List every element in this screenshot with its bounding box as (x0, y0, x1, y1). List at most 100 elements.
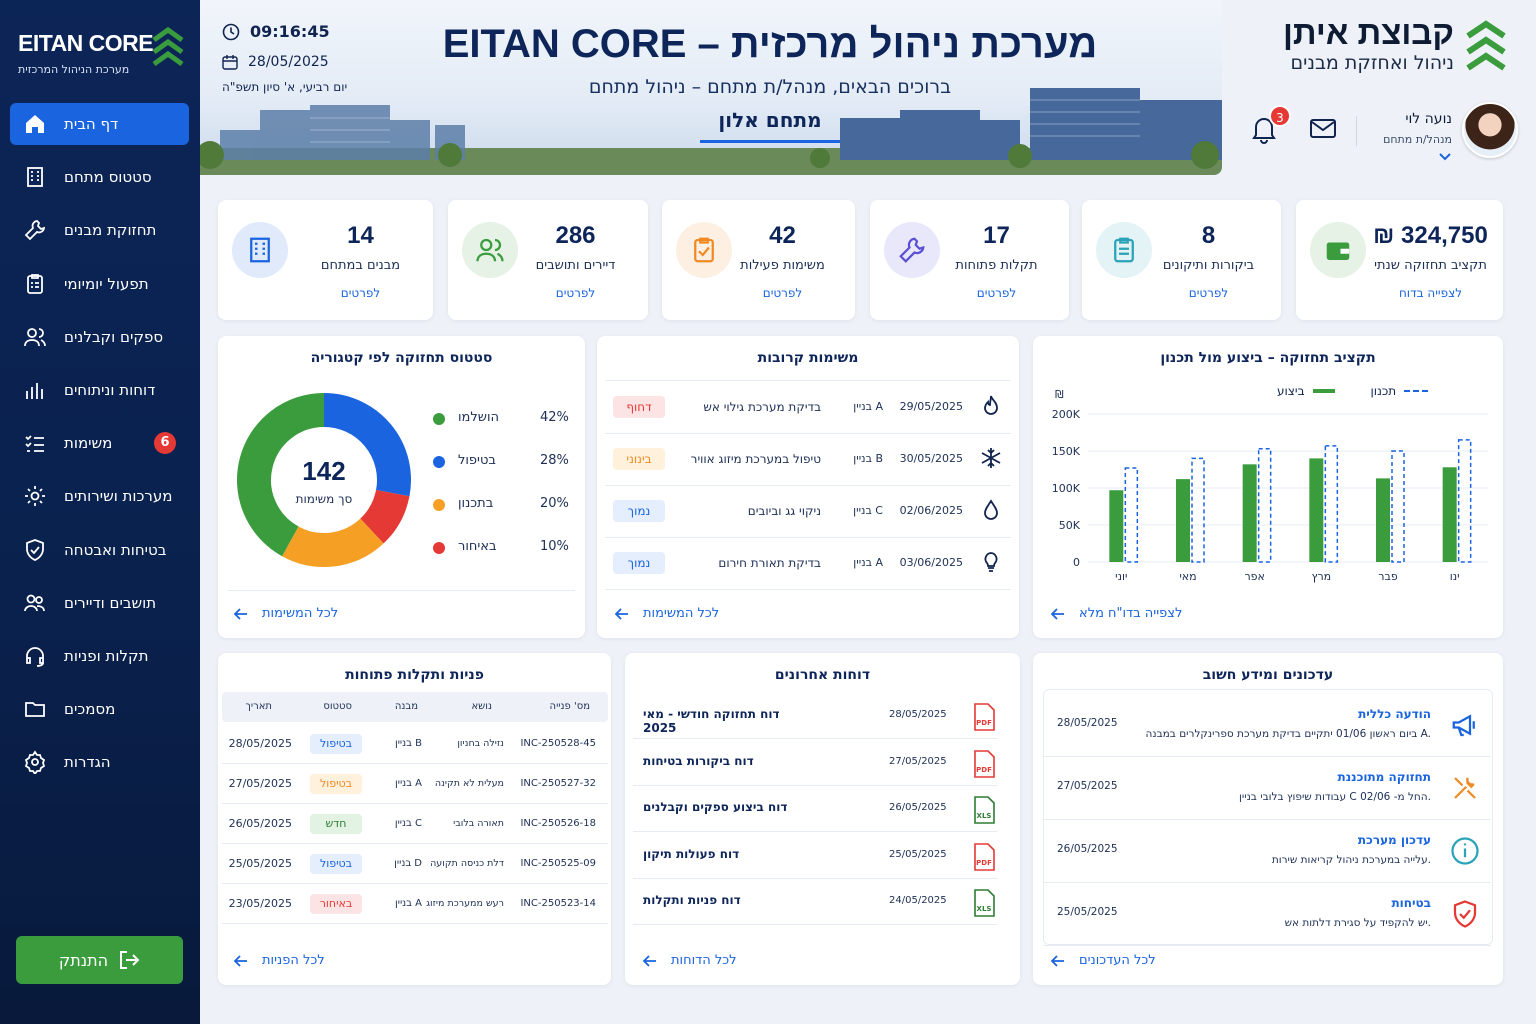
brand-tagline: ניהול ואחזקת מבנים (1290, 52, 1454, 74)
stat-value: 17 (983, 222, 1010, 249)
report-row[interactable]: XLS 26/05/2025 דוח ביצוע ספקים וקבלנים (633, 786, 997, 832)
sidebar-item-12[interactable]: הגדרות (10, 741, 189, 783)
table-row[interactable]: INC-250523-14 רעש ממערכת מיזוג בניין A ב… (222, 884, 608, 924)
request-date: 23/05/2025 (228, 897, 292, 910)
all-tasks-link[interactable]: לכל המשימות (234, 606, 338, 621)
sidebar-item-11[interactable]: מסמכים (10, 688, 189, 730)
all-reports-link[interactable]: לכל הדוחות (643, 953, 737, 968)
panel-title: עדכונים ומידע חשוב (1202, 667, 1334, 683)
sidebar-item-10[interactable]: תקלות ופניות (10, 635, 189, 677)
sidebar-item-5[interactable]: דוחות וניתוחים (10, 369, 189, 411)
legend-dot (433, 542, 445, 554)
bar-chart-icon (26, 383, 43, 399)
snowflake-icon (981, 448, 1001, 468)
legend-label: הושלמו (458, 410, 500, 425)
donut-slice-1 (323, 393, 411, 497)
bar-plan (1191, 457, 1205, 563)
task-row[interactable]: 30/05/2025 בניין B טיפול במערכת מיזוג או… (605, 434, 1011, 486)
report-row[interactable]: PDF 25/05/2025 דוח פעולות תיקון (633, 833, 997, 879)
request-building: בניין A (394, 778, 422, 789)
report-row[interactable]: PDF 27/05/2025 דוח ביקורות בטיחות (633, 740, 997, 786)
stat-link[interactable]: לפרטים (340, 286, 381, 300)
all-requests-link[interactable]: לכל הפניות (234, 953, 325, 968)
report-date: 24/05/2025 (889, 895, 947, 906)
col-id: מס' פנייה (549, 701, 590, 712)
task-row[interactable]: 03/06/2025 בניין A בדיקת תאורת חירום נמו… (605, 538, 1011, 590)
update-row[interactable]: תחזוקה מתוכננת עבודות שיפוץ בלובי בניין … (1043, 756, 1491, 820)
sidebar-item-8[interactable]: בטיחות ואבטחה (10, 529, 189, 571)
stat-card-2[interactable]: 17 תקלות פתוחות לפרטים (870, 200, 1069, 320)
sidebar-item-2[interactable]: תחזוקת מבנים (10, 209, 189, 251)
request-topic: מעלית לא תקינה (434, 778, 504, 789)
chevrons-logo-icon (152, 26, 184, 67)
table-row[interactable]: INC-250526-18 תאורה בלובי בניין C חדש 26… (222, 804, 608, 844)
sidebar-item-4[interactable]: ספקים וקבלנים (10, 316, 189, 358)
stat-card-5[interactable]: 14 מבנים במתחם לפרטים (218, 200, 433, 320)
sidebar-item-7[interactable]: מערכות ושירותים (10, 475, 189, 517)
bar-plan (1124, 467, 1139, 563)
logout-button[interactable]: התנתק (16, 936, 183, 984)
task-row[interactable]: 02/06/2025 בניין C ניקוי גג וביובים נמוך (605, 486, 1011, 538)
bell-icon[interactable] (1250, 114, 1280, 144)
sidebar-item-9[interactable]: תושבים ודיירים (10, 582, 189, 624)
all-tasks-link-2[interactable]: לכל המשימות (615, 606, 719, 621)
sidebar-item-6[interactable]: משימות 6 (10, 422, 189, 464)
sidebar-item-0[interactable]: דף הבית (10, 103, 189, 145)
table-row[interactable]: INC-250528-45 נזילה בחניון בניין B בטיפו… (222, 724, 608, 764)
site-name[interactable]: מתחם אלון (700, 108, 840, 143)
stat-card-1[interactable]: 8 ביקורות ותיקונים לפרטים (1082, 200, 1281, 320)
priority-badge: בינוני (613, 448, 665, 470)
svg-text:PDF: PDF (976, 719, 992, 727)
stat-link[interactable]: לצפייה בדוח (1398, 286, 1463, 300)
stat-link[interactable]: לפרטים (762, 286, 803, 300)
stat-value: 14 (347, 222, 374, 249)
request-date: 28/05/2025 (228, 737, 292, 750)
update-row[interactable]: הודעה כללית ביום ראשון 01/06 יתקיים בדיק… (1043, 693, 1491, 757)
x-tick-label: יוני (1115, 570, 1127, 583)
report-row[interactable]: XLS 24/05/2025 דוח פניות ותקלות (633, 879, 997, 925)
hero-banner (200, 0, 1222, 175)
update-text: יש להקפיד על סגירת דלתות אש. (1284, 917, 1431, 929)
update-row[interactable]: עדכון מערכת עלייה במערכת ניהול קריאות שי… (1043, 819, 1491, 883)
table-row[interactable]: INC-250527-32 מעלית לא תקינה בניין A בטי… (222, 764, 608, 804)
report-row[interactable]: PDF 28/05/2025 דוח תחזוקה חודשי - מאי 20… (633, 693, 997, 739)
panel-title: סטטוס תחזוקה לפי קטגוריה (310, 350, 493, 366)
task-row[interactable]: 29/05/2025 בניין A בדיקת מערכת גילוי אש … (605, 382, 1011, 434)
checklist-icon (1114, 237, 1134, 263)
link-label: לכל הפניות (262, 953, 325, 968)
legend-pct: 28% (540, 453, 569, 468)
chevron-down-icon[interactable] (1438, 152, 1452, 162)
stat-card-4[interactable]: 286 דיירים ותושבים לפרטים (448, 200, 648, 320)
user-avatar[interactable] (1462, 102, 1518, 158)
update-icon-wrap (1447, 770, 1483, 806)
status-badge: באיחור (310, 894, 362, 914)
stat-value: 286 (555, 222, 596, 249)
full-report-link[interactable]: לצפייה בדו"ח מלא (1051, 606, 1182, 621)
request-topic: רעש ממערכת מיזוג (426, 898, 504, 909)
legend-label: בטיפול (458, 453, 496, 468)
sidebar: EITAN CORE מערכת הניהול המרכזית דף הבית ס… (0, 0, 200, 1024)
bar-actual (1442, 467, 1457, 562)
all-updates-link[interactable]: לכל העדכונים (1051, 953, 1156, 968)
update-row[interactable]: בטיחות יש להקפיד על סגירת דלתות אש. 25/0… (1043, 882, 1491, 946)
mail-icon[interactable] (1310, 118, 1338, 140)
request-topic: דלת כניסה תקועה (430, 858, 504, 869)
table-row[interactable]: INC-250525-09 דלת כניסה תקועה בניין D בט… (222, 844, 608, 884)
stat-link[interactable]: לפרטים (976, 286, 1017, 300)
request-date: 27/05/2025 (228, 777, 292, 790)
shield-icon (26, 538, 44, 561)
stat-value: 8 (1201, 222, 1216, 249)
updates-panel: עדכונים ומידע חשוב הודעה כללית ביום ראשו… (1033, 653, 1503, 985)
stat-card-3[interactable]: 42 משימות פעילות לפרטים (662, 200, 855, 320)
legend-dot (433, 499, 445, 511)
task-icon-wrap (979, 394, 1003, 421)
task-name: בדיקת תאורת חירום (718, 556, 821, 570)
sidebar-item-3[interactable]: תפעול יומיומי (10, 263, 189, 305)
stat-link[interactable]: לפרטים (1188, 286, 1229, 300)
stat-link[interactable]: לפרטים (555, 286, 596, 300)
donut-total-label: סך משימות (295, 492, 353, 506)
sidebar-item-1[interactable]: סטטוס מתחם (10, 156, 189, 198)
sidebar-item-label: דף הבית (64, 115, 119, 133)
stat-card-0[interactable]: ₪ 324,750 תקציב תחזוקה שנתי לצפייה בדוח (1296, 200, 1503, 320)
task-building: בניין C (853, 504, 883, 517)
